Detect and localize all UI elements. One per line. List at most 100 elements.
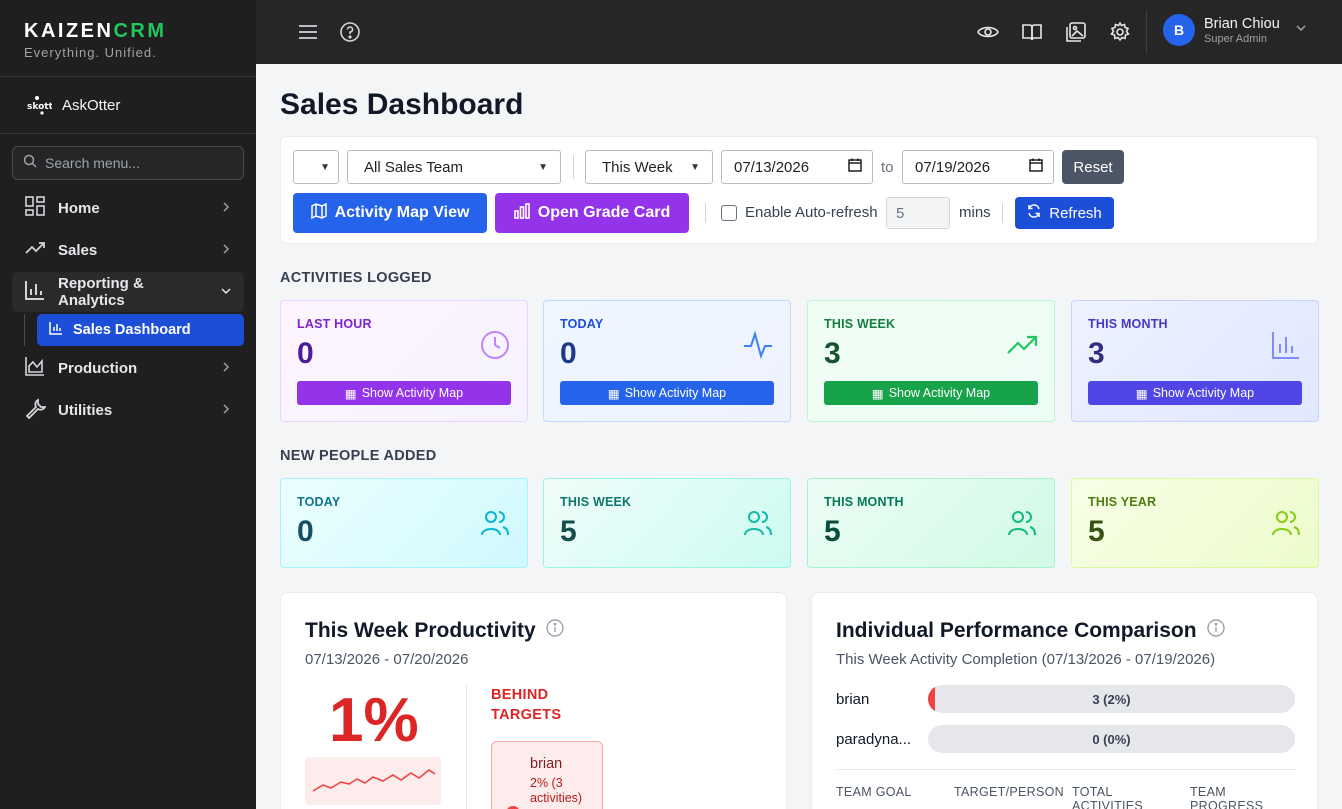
member-detail: 2% (3 activities) xyxy=(530,776,583,805)
period-select[interactable]: This Week ▼ xyxy=(585,150,713,184)
calendar-icon xyxy=(848,158,862,176)
help-icon[interactable] xyxy=(338,20,362,44)
chevron-down-icon: ▼ xyxy=(690,161,700,173)
info-icon[interactable] xyxy=(1206,619,1225,643)
sub-item-sales-dashboard[interactable]: Sales Dashboard xyxy=(37,314,244,346)
productivity-title: This Week Productivity xyxy=(305,619,564,643)
open-grade-card-label: Open Grade Card xyxy=(537,204,671,221)
people-section-title: NEW PEOPLE ADDED xyxy=(280,448,437,464)
productivity-percent: 1% xyxy=(329,686,419,755)
people-card-today: TODAY 0 xyxy=(280,478,528,568)
users-icon xyxy=(479,507,511,544)
show-activity-map-button[interactable]: ▦ Show Activity Map xyxy=(297,381,511,405)
grid-icon xyxy=(24,195,46,221)
auto-refresh-minutes-input[interactable]: 5 xyxy=(886,197,950,229)
svg-text:skott: skott xyxy=(27,102,52,112)
kpi-team-progress: TEAM PROGRESS xyxy=(1190,785,1264,809)
chevron-down-icon xyxy=(1295,21,1307,39)
brand-tagline: Everything. Unified. xyxy=(24,45,157,60)
users-icon xyxy=(1270,507,1302,544)
show-activity-map-button[interactable]: ▦ Show Activity Map xyxy=(560,381,774,405)
show-activity-map-button[interactable]: ▦ Show Activity Map xyxy=(824,381,1038,405)
bar-chart-icon xyxy=(49,321,63,339)
chevron-down-icon: ▼ xyxy=(320,161,330,173)
date-to-input[interactable]: 07/19/2026 xyxy=(902,150,1054,184)
user-menu[interactable]: B Brian Chiou Super Admin xyxy=(1163,14,1307,46)
reporting-subnav: Sales Dashboard xyxy=(12,314,244,346)
productivity-panel: This Week Productivity 07/13/2026 - 07/2… xyxy=(280,592,787,809)
nav-item-sales[interactable]: Sales xyxy=(12,230,244,270)
sub-item-label: Sales Dashboard xyxy=(73,322,191,338)
auto-refresh-toggle[interactable]: Enable Auto-refresh xyxy=(721,204,878,221)
brand-logo-text: KAIZENCRM xyxy=(24,20,167,42)
trend-up-icon xyxy=(1006,329,1038,366)
bar-chart-icon xyxy=(1270,329,1302,366)
askotter-link[interactable]: skott AskOtter xyxy=(0,77,256,134)
card-value: 0 xyxy=(297,515,314,548)
nav-label-production: Production xyxy=(58,359,138,377)
refresh-label: Refresh xyxy=(1049,204,1102,222)
wrench-icon xyxy=(24,397,47,423)
card-label: THIS WEEK xyxy=(560,495,632,509)
team-select[interactable]: All Sales Team ▼ xyxy=(347,150,561,184)
chevron-down-icon: ▼ xyxy=(538,161,548,173)
map-button-label: Show Activity Map xyxy=(888,386,991,400)
card-label: THIS MONTH xyxy=(824,495,904,509)
behind-targets-status: BEHIND TARGETS xyxy=(491,687,562,723)
eye-icon[interactable] xyxy=(976,20,1000,44)
nav-item-production[interactable]: Production xyxy=(12,348,244,388)
card-value: 3 xyxy=(824,337,841,370)
area-chart-icon xyxy=(24,355,46,381)
activity-map-view-label: Activity Map View xyxy=(334,204,470,221)
performance-title: Individual Performance Comparison xyxy=(836,619,1225,643)
card-label: THIS YEAR xyxy=(1088,495,1157,509)
card-label: TODAY xyxy=(560,317,604,331)
info-icon[interactable] xyxy=(545,619,564,643)
map-button-label: Show Activity Map xyxy=(1152,386,1255,400)
gallery-icon[interactable] xyxy=(1064,20,1088,44)
nav-label-utilities: Utilities xyxy=(58,401,113,419)
performance-bar-label: 3 (2%) xyxy=(1092,691,1131,707)
filter-divider xyxy=(1002,203,1003,223)
card-label: LAST HOUR xyxy=(297,317,372,331)
member-card[interactable]: brian 2% (3 activities) xyxy=(491,741,603,809)
people-card-this-week: THIS WEEK 5 xyxy=(543,478,791,568)
brand[interactable]: KAIZENCRM Everything. Unified. xyxy=(0,0,256,77)
activity-card-last-hour: LAST HOUR 0 ▦ Show Activity Map xyxy=(280,300,528,422)
chevron-right-icon xyxy=(220,242,232,259)
refresh-icon xyxy=(1027,204,1041,222)
performance-bar-fill xyxy=(928,685,936,713)
header-divider xyxy=(1146,10,1147,54)
map-button-label: Show Activity Map xyxy=(624,386,727,400)
nav-item-reporting[interactable]: Reporting & Analytics xyxy=(12,272,244,312)
bar-chart-icon xyxy=(24,279,46,305)
mins-label: mins xyxy=(959,204,991,221)
reset-button[interactable]: Reset xyxy=(1062,150,1124,184)
search-input[interactable] xyxy=(45,155,235,171)
performance-row: brian 3 (2%) xyxy=(836,685,1295,713)
date-from-input[interactable]: 07/13/2026 xyxy=(721,150,873,184)
first-select[interactable]: ▼ xyxy=(293,150,339,184)
activity-map-view-button[interactable]: Activity Map View xyxy=(293,193,487,233)
gear-icon[interactable] xyxy=(1108,20,1132,44)
to-label: to xyxy=(881,159,894,176)
filter-divider xyxy=(573,155,574,179)
askotter-label: AskOtter xyxy=(62,96,121,114)
nav-item-utilities[interactable]: Utilities xyxy=(12,390,244,430)
book-icon[interactable] xyxy=(1020,20,1044,44)
auto-refresh-checkbox[interactable] xyxy=(721,204,737,221)
show-activity-map-button[interactable]: ▦ Show Activity Map xyxy=(1088,381,1302,405)
nav-label-sales: Sales xyxy=(58,241,98,259)
performance-subtitle: This Week Activity Completion (07/13/202… xyxy=(836,651,1216,668)
open-grade-card-button[interactable]: Open Grade Card xyxy=(495,193,689,233)
hamburger-menu-icon[interactable] xyxy=(296,20,320,44)
performance-name: paradyna... xyxy=(836,730,912,748)
people-card-this-month: THIS MONTH 5 xyxy=(807,478,1055,568)
card-value: 3 xyxy=(1088,337,1105,370)
main-nav: Home Sales Reporting & Analytics Sales D… xyxy=(12,188,244,432)
nav-label-reporting: Reporting & Analytics xyxy=(58,275,144,309)
nav-item-home[interactable]: Home xyxy=(12,188,244,228)
trend-icon xyxy=(24,237,46,263)
card-value: 5 xyxy=(1088,515,1105,548)
refresh-button[interactable]: Refresh xyxy=(1015,197,1114,229)
